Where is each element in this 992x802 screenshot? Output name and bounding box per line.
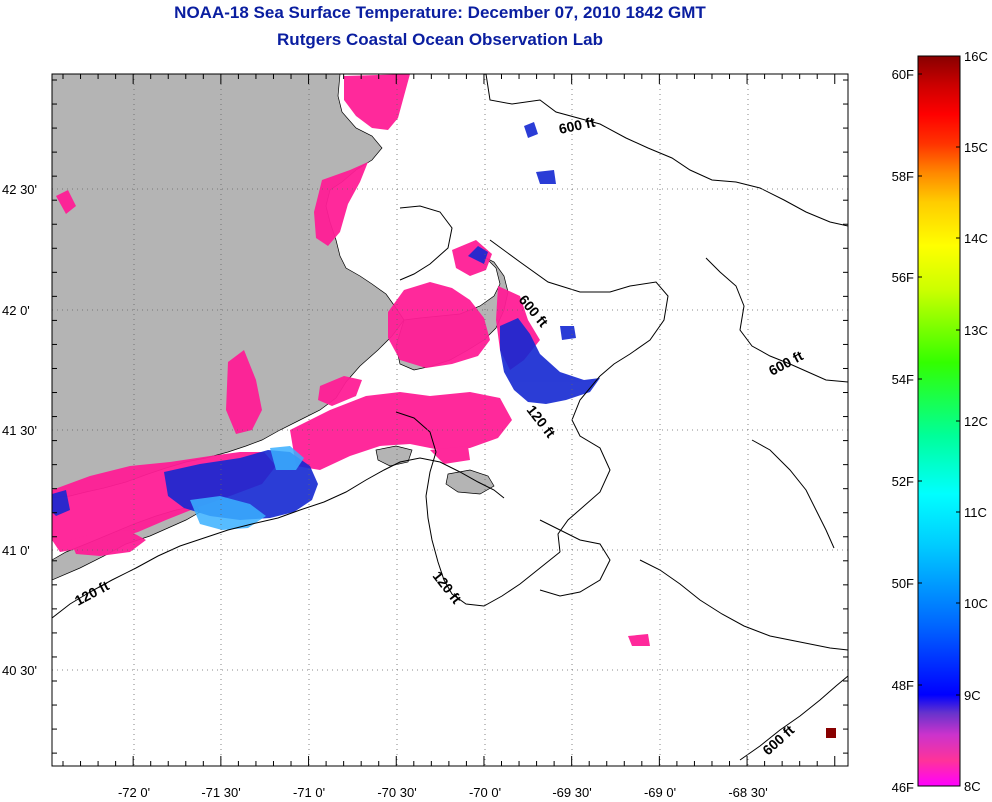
fahrenheit-label: 52F — [892, 474, 914, 489]
lon-label: -69 0' — [644, 785, 676, 800]
graticule — [52, 74, 848, 766]
sst-cyan-patches — [190, 446, 304, 530]
lon-label: -69 30' — [552, 785, 591, 800]
map-title: NOAA-18 Sea Surface Temperature: Decembe… — [174, 3, 706, 22]
fahrenheit-label: 48F — [892, 678, 914, 693]
bathymetry-contours — [52, 74, 848, 761]
sst-warm-spot — [826, 728, 836, 738]
axis-ticks — [52, 74, 848, 766]
contour-label: 600 ft — [557, 114, 596, 137]
celsius-label: 16C — [964, 49, 988, 64]
plot-frame — [51, 73, 849, 767]
fahrenheit-label: 56F — [892, 270, 914, 285]
lon-label: -72 0' — [118, 785, 150, 800]
lat-label: 40 30' — [2, 663, 37, 678]
lon-label: -71 0' — [293, 785, 325, 800]
lat-label: 41 0' — [2, 543, 30, 558]
colorbar-fahrenheit-labels: 60F 58F 56F 54F 52F 50F 48F 46F — [892, 67, 914, 795]
celsius-label: 13C — [964, 323, 988, 338]
lon-label: -70 0' — [469, 785, 501, 800]
island — [445, 469, 495, 495]
latitude-labels: 42 30' 42 0' 41 30' 41 0' 40 30' — [2, 182, 37, 678]
colorbar-celsius-labels: 16C 15C 14C 13C 12C 11C 10C 9C 8C — [964, 49, 988, 794]
map-subtitle: Rutgers Coastal Ocean Observation Lab — [277, 30, 603, 49]
lon-label: -70 30' — [377, 785, 416, 800]
lat-label: 42 30' — [2, 182, 37, 197]
fahrenheit-label: 60F — [892, 67, 914, 82]
celsius-label: 8C — [964, 779, 981, 794]
celsius-label: 12C — [964, 414, 988, 429]
lat-label: 41 30' — [2, 423, 37, 438]
longitude-labels: -72 0' -71 30' -71 0' -70 30' -70 0' -69… — [118, 785, 768, 800]
lat-label: 42 0' — [2, 303, 30, 318]
celsius-label: 14C — [964, 231, 988, 246]
fahrenheit-label: 50F — [892, 576, 914, 591]
fahrenheit-label: 58F — [892, 169, 914, 184]
celsius-label: 9C — [964, 688, 981, 703]
fahrenheit-label: 54F — [892, 372, 914, 387]
lon-label: -71 30' — [201, 785, 240, 800]
colorbar — [917, 55, 961, 787]
celsius-label: 11C — [964, 505, 987, 520]
fahrenheit-label: 46F — [892, 780, 914, 795]
celsius-label: 10C — [964, 596, 988, 611]
celsius-label: 15C — [964, 140, 988, 155]
colorbar-ticks — [918, 73, 960, 696]
lon-label: -68 30' — [728, 785, 767, 800]
